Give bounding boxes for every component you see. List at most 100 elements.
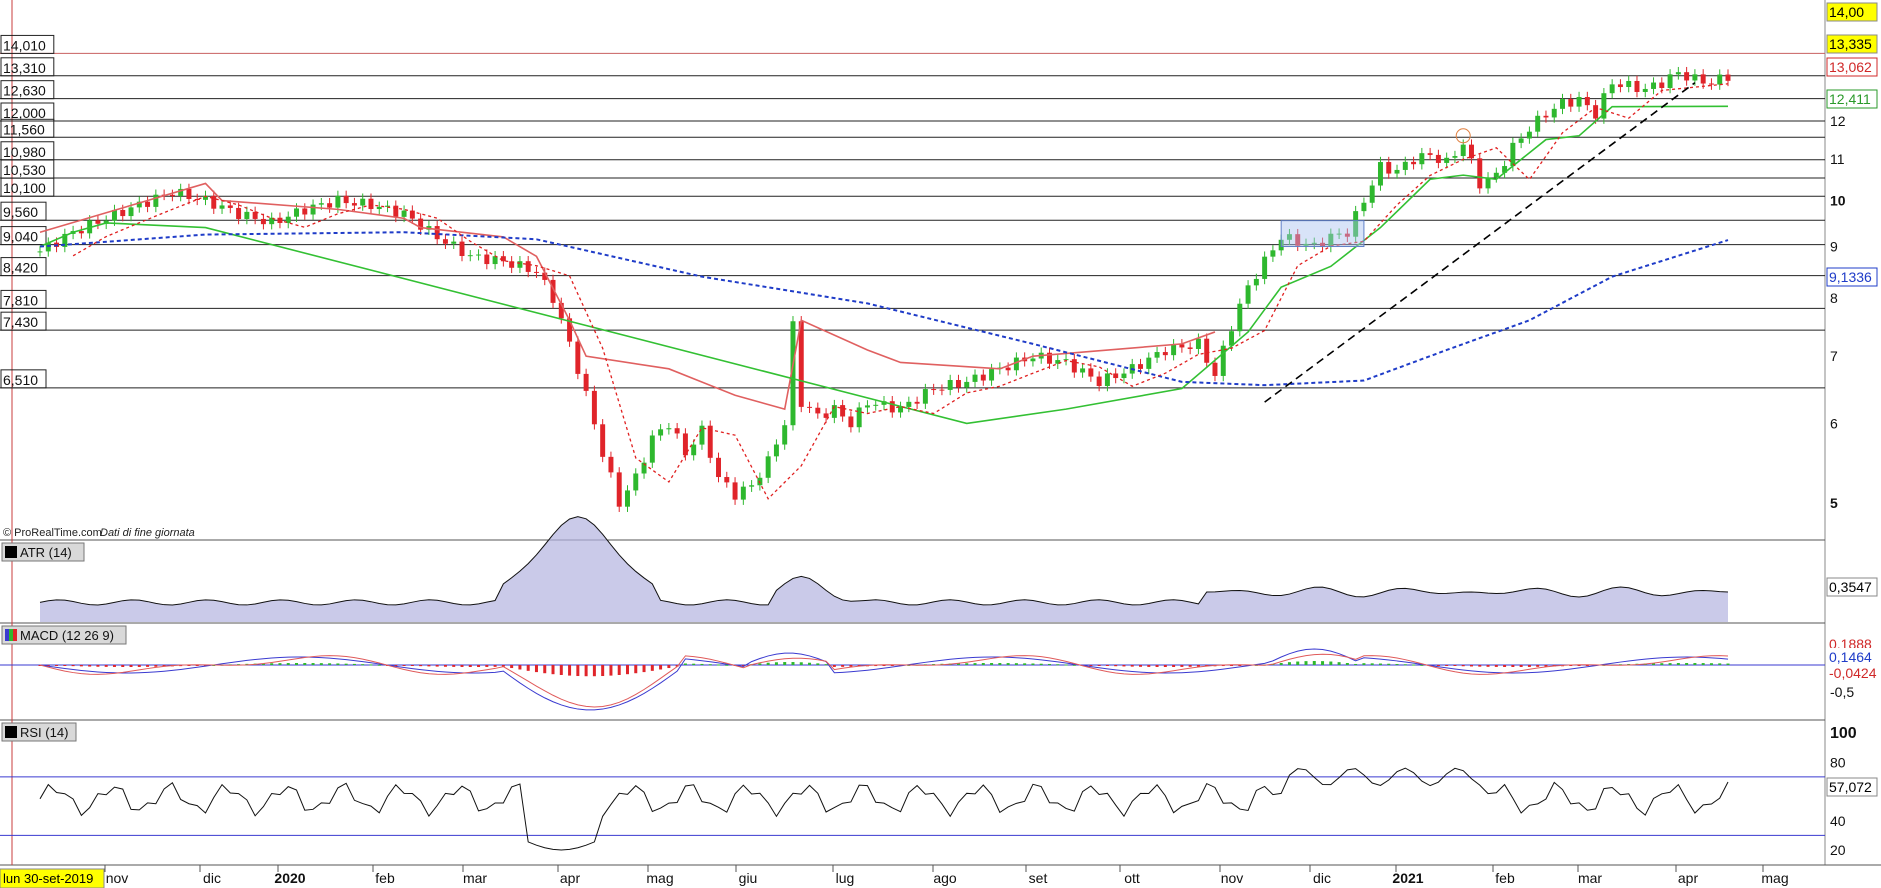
candle-body	[873, 404, 879, 406]
candle-body	[898, 406, 904, 413]
macd-histogram-bar	[1370, 663, 1374, 665]
macd-histogram-bar	[642, 665, 646, 673]
candle-body	[1460, 144, 1466, 157]
macd-histogram-bar	[659, 665, 663, 670]
macd-panel: -0,5	[0, 648, 1854, 711]
macd-histogram-bar	[1188, 665, 1192, 667]
candle-body	[1435, 154, 1441, 163]
candle-body	[236, 207, 242, 219]
candle-body	[914, 401, 920, 404]
macd-value-3: -0,0424	[1829, 665, 1877, 681]
candle-body	[1708, 83, 1714, 85]
candle-body	[1253, 278, 1259, 286]
candle-body	[1584, 97, 1590, 106]
candle-body	[219, 205, 225, 209]
macd-histogram-bar	[377, 664, 381, 666]
candle-body	[1138, 364, 1143, 369]
macd-histogram-bar	[766, 662, 770, 665]
macd-histogram-bar	[1362, 663, 1366, 665]
month-label: giu	[739, 870, 758, 886]
macd-histogram-bar	[1039, 663, 1043, 665]
candle-body	[294, 208, 299, 217]
candle-body	[1113, 373, 1119, 379]
macd-histogram-bar	[1660, 663, 1664, 665]
candle-body	[1229, 331, 1235, 346]
candle-body	[1725, 74, 1731, 81]
candle-body	[1568, 99, 1574, 107]
candle-body	[1088, 368, 1094, 377]
candle-body	[1717, 74, 1723, 85]
macd-histogram-bar	[121, 665, 125, 667]
macd-histogram-bar	[394, 665, 398, 666]
macd-histogram-bar	[568, 665, 572, 676]
macd-histogram-bar	[675, 665, 679, 667]
macd-histogram-bar	[443, 665, 447, 667]
macd-histogram-bar	[1155, 665, 1159, 667]
macd-histogram-bar	[1436, 665, 1440, 666]
candle-body	[1444, 157, 1450, 163]
candle-body	[939, 389, 945, 391]
price-tick: 12	[1830, 113, 1846, 129]
macd-histogram-bar	[1693, 663, 1697, 665]
price-tick: 7	[1830, 348, 1838, 364]
candle-body	[1353, 211, 1359, 237]
month-label: set	[1029, 870, 1048, 886]
candle-body	[128, 207, 134, 217]
macd-histogram-bar	[1105, 665, 1109, 666]
candle-body	[864, 405, 870, 408]
candle-body	[1320, 242, 1326, 247]
macd-histogram-bar	[601, 665, 605, 677]
candle-body	[1386, 162, 1392, 174]
candle-body	[931, 389, 937, 391]
macd-label: MACD (12 26 9)	[20, 628, 114, 643]
candle-body	[964, 381, 970, 388]
level-label-box	[0, 102, 55, 122]
macd-histogram-bar	[874, 665, 878, 667]
macd-histogram-bar	[1196, 665, 1200, 667]
macd-histogram-bar	[88, 665, 92, 667]
macd-histogram-bar	[1676, 663, 1680, 665]
level-label: 12,000	[3, 105, 46, 121]
candle-body	[1626, 80, 1632, 88]
macd-histogram-bar	[510, 665, 514, 669]
macd-histogram-bar	[402, 665, 406, 666]
candle-body	[227, 205, 233, 208]
level-label: 9,040	[3, 229, 38, 245]
macd-histogram-bar	[55, 665, 59, 666]
macd-histogram-bar	[1056, 664, 1060, 666]
macd-histogram-bar	[112, 665, 116, 667]
macd-histogram-bar	[774, 662, 778, 665]
macd-histogram-bar	[1354, 663, 1358, 665]
candle-body	[451, 241, 457, 244]
macd-histogram-bar	[741, 665, 745, 666]
candle-body	[881, 401, 887, 405]
candle-body	[1526, 131, 1532, 139]
level-label-box	[0, 201, 47, 221]
macd-histogram-bar	[1031, 663, 1035, 665]
candle-body	[1071, 359, 1077, 373]
candle-body	[186, 188, 192, 199]
last-price-label-box	[1826, 34, 1878, 54]
macd-histogram-bar	[667, 665, 671, 669]
macd-histogram-bar	[1296, 661, 1300, 665]
candle-body	[467, 255, 473, 257]
candle-body	[360, 198, 366, 206]
macd-histogram-bar	[534, 665, 538, 673]
macd-histogram-bar	[1238, 665, 1242, 666]
candle-body	[1328, 233, 1334, 247]
macd-histogram-bar	[1312, 661, 1316, 665]
macd-histogram-bar	[543, 665, 547, 674]
candle-body	[658, 429, 664, 436]
candle-body	[1212, 362, 1218, 376]
macd-histogram-bar	[1279, 663, 1283, 665]
rsi-label: RSI (14)	[20, 725, 68, 740]
macd-histogram-bar	[1461, 665, 1465, 667]
month-label: feb	[1495, 870, 1515, 886]
candle-body	[492, 256, 498, 265]
macd-histogram-bar	[841, 665, 845, 667]
macd-histogram-bar	[998, 663, 1002, 665]
consolidation-box	[1280, 220, 1365, 248]
month-label: lug	[836, 870, 855, 886]
green-trailing-line	[39, 105, 1729, 425]
candle-body	[575, 341, 581, 374]
